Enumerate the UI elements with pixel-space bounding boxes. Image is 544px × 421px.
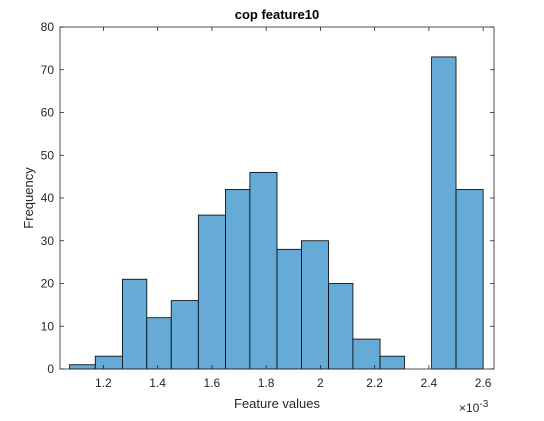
histogram-bar	[146, 317, 172, 370]
x-exponent-base: ×10	[459, 401, 480, 415]
y-tick-label: 20	[41, 277, 55, 291]
y-tick-label: 0	[47, 362, 54, 376]
histogram-bar	[94, 355, 123, 370]
x-axis-label: Feature values	[234, 396, 320, 411]
x-tick-label: 2	[317, 376, 324, 390]
histogram-bar	[352, 338, 381, 370]
y-axis-label: Frequency	[21, 167, 36, 229]
histogram-bar	[276, 248, 302, 370]
histogram-bar	[170, 300, 199, 370]
histogram-bar	[121, 278, 148, 370]
y-tick-label: 80	[41, 20, 55, 34]
x-exponent-label: ×10-3	[459, 399, 489, 415]
x-tick-label: 1.4	[149, 376, 166, 390]
y-tick-label: 70	[41, 63, 55, 77]
histogram-bar	[225, 189, 251, 370]
x-tick-label: 1.8	[258, 376, 275, 390]
histogram-bar	[455, 189, 484, 370]
y-tick-label: 60	[41, 106, 55, 120]
y-tick-label: 30	[41, 234, 55, 248]
y-tick-label: 10	[41, 319, 55, 333]
histogram-bar	[249, 171, 278, 370]
x-tick-label: 2.2	[366, 376, 383, 390]
chart-title: cop feature10	[235, 7, 320, 22]
x-tick-label: 1.2	[95, 376, 112, 390]
histogram-bar	[328, 283, 354, 370]
histogram-bar	[197, 214, 226, 370]
x-exponent-power: -3	[479, 399, 488, 410]
bars-group	[69, 56, 484, 370]
histogram-bar	[301, 240, 329, 370]
y-tick-label: 40	[41, 191, 55, 205]
y-tick-label: 50	[41, 148, 55, 162]
histogram-bar	[379, 355, 405, 370]
histogram-bar	[69, 364, 96, 370]
x-tick-label: 1.6	[204, 376, 221, 390]
histogram-bar	[431, 56, 457, 370]
x-tick-label: 2.4	[421, 376, 438, 390]
ticks-group: 1.2 1.4 1.6 1.8 2 2.2 2.4 2.6 0 10 20 30 40 50 60 70 80	[41, 20, 494, 390]
x-tick-label: 2.6	[475, 376, 492, 390]
